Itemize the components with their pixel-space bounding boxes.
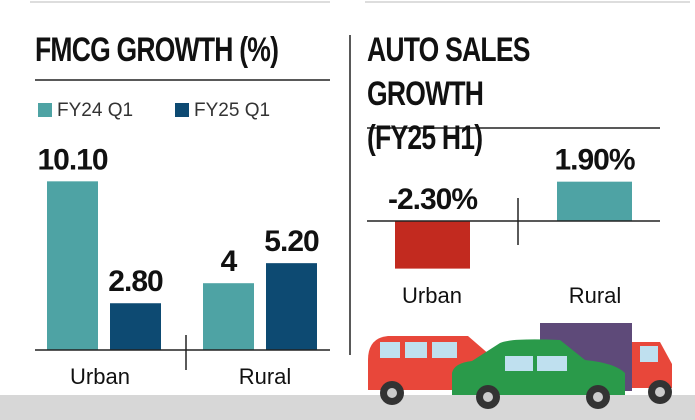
x-tick-label: Urban bbox=[402, 283, 462, 308]
vehicles bbox=[368, 323, 672, 409]
value-label: 1.90% bbox=[554, 144, 634, 177]
value-label: 2.80 bbox=[108, 265, 163, 298]
bar bbox=[557, 181, 632, 221]
legend-swatch bbox=[175, 103, 189, 117]
bar bbox=[266, 263, 317, 350]
bar bbox=[395, 221, 470, 269]
legend-swatch bbox=[38, 103, 52, 117]
x-tick-label: Rural bbox=[569, 283, 622, 308]
value-label: 4 bbox=[221, 245, 238, 278]
value-label: 5.20 bbox=[264, 225, 319, 258]
legend-label: FY24 Q1 bbox=[57, 100, 133, 121]
bar bbox=[110, 303, 161, 350]
value-label: 10.10 bbox=[37, 143, 107, 176]
bar bbox=[203, 283, 254, 350]
chart-title: AUTO SALES GROWTH (FY25 H1) bbox=[367, 31, 530, 157]
ground bbox=[0, 395, 695, 420]
value-label: -2.30% bbox=[388, 183, 477, 216]
chart-title: FMCG GROWTH (%) bbox=[35, 31, 279, 69]
bar bbox=[47, 181, 98, 350]
x-tick-label: Rural bbox=[239, 364, 292, 389]
x-tick-label: Urban bbox=[70, 364, 130, 389]
legend-label: FY25 Q1 bbox=[194, 100, 270, 121]
